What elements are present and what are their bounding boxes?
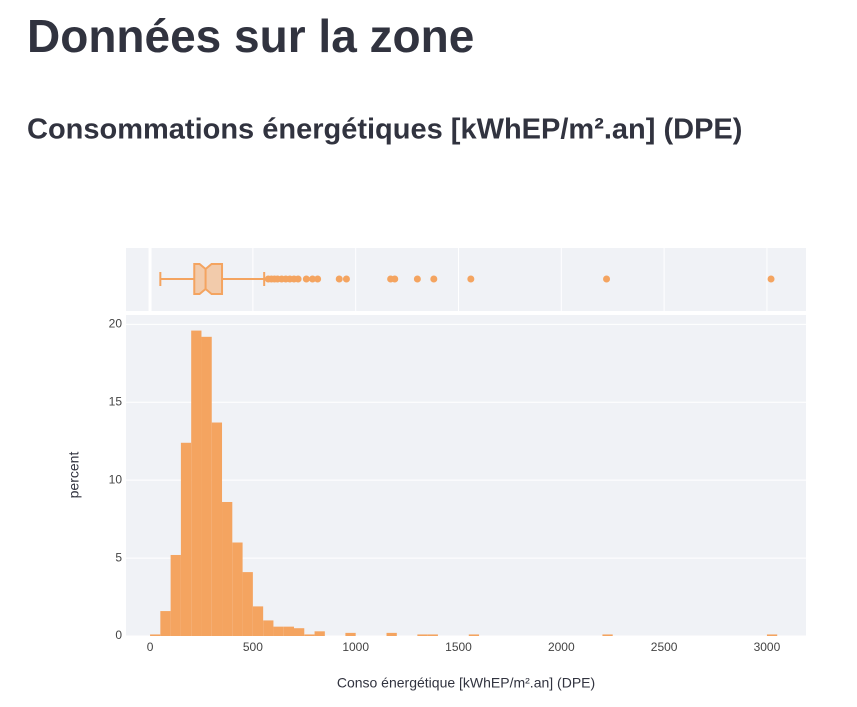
box-body [193,263,224,295]
section-title: Consommations énergétiques [kWhEP/m².an]… [27,114,742,146]
x-tick-label: 1500 [445,640,472,654]
bar [160,611,171,636]
x-tick-label: 500 [243,640,263,654]
x-tick-label: 3000 [754,640,781,654]
outlier [314,275,322,283]
bar [766,634,778,636]
y-tick-label: 20 [109,317,123,331]
bar [386,632,397,636]
bar [602,634,613,636]
bar [242,572,253,636]
y-tick-label: 0 [115,628,122,642]
outlier [342,275,350,283]
y-tick-label: 5 [115,550,122,564]
bar [211,422,223,636]
bar [191,330,202,636]
y-tick-label: 10 [109,472,123,486]
outlier [309,275,317,283]
x-tick-label: 2000 [548,640,575,654]
outlier [467,275,475,283]
y-axis-label: percent [66,452,82,499]
bar [273,626,284,636]
y-tick-label: 15 [109,394,123,408]
x-axis-label: Conso énergétique [kWhEP/m².an] (DPE) [337,675,595,691]
outlier [603,275,611,283]
outlier [294,275,302,283]
outlier [391,275,399,283]
bar [293,628,305,636]
outlier [430,275,438,283]
bar [263,620,274,636]
page-title: Données sur la zone [27,10,474,62]
bar [468,634,480,636]
bar [417,634,428,636]
outlier [413,275,421,283]
bar [180,442,192,636]
bar [150,634,161,636]
x-tick-label: 2500 [651,640,678,654]
bar [170,554,181,636]
outlier [767,275,775,283]
outlier [335,275,343,283]
bar [283,626,294,636]
bar [345,632,356,636]
bar [252,606,264,636]
x-tick-label: 0 [147,640,154,654]
bar [232,542,243,636]
bar [427,634,438,636]
outlier [302,275,310,283]
bar [201,336,212,636]
bar [304,634,315,636]
x-tick-label: 1000 [342,640,369,654]
bar [222,501,233,636]
bar [314,631,325,636]
